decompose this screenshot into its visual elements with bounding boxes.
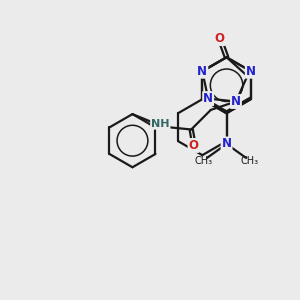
- Text: CH₃: CH₃: [241, 157, 259, 166]
- Text: N: N: [222, 137, 232, 151]
- Text: CH₃: CH₃: [194, 157, 212, 166]
- Text: N: N: [203, 92, 213, 105]
- Text: O: O: [188, 139, 199, 152]
- Text: NH: NH: [151, 119, 170, 129]
- Text: O: O: [215, 32, 225, 45]
- Text: N: N: [246, 65, 256, 78]
- Text: N: N: [231, 95, 241, 108]
- Text: N: N: [197, 65, 207, 78]
